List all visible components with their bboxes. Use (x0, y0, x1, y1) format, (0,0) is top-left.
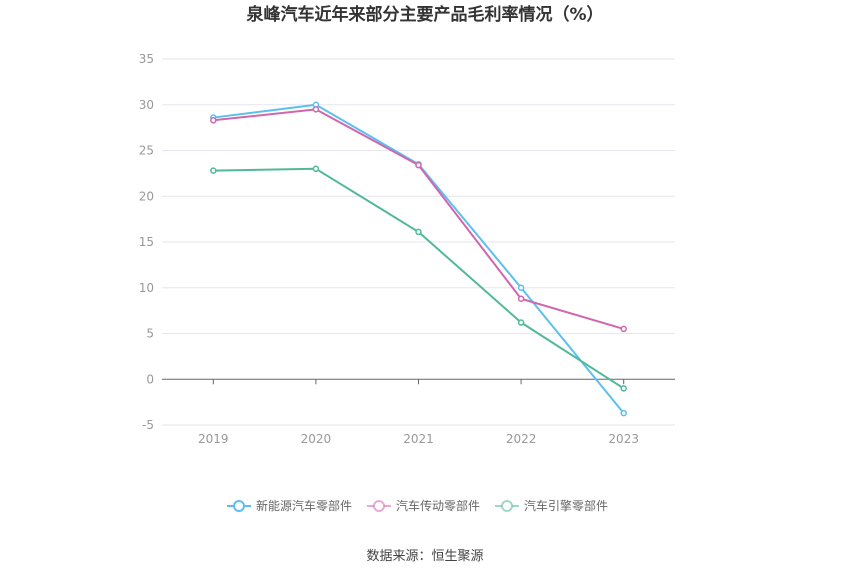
y-tick-label: 35 (139, 52, 154, 66)
y-tick-label: 30 (139, 98, 154, 112)
series-3 (210, 165, 627, 392)
legend-marker-icon (373, 500, 385, 512)
data-point[interactable] (517, 295, 525, 302)
y-axis: 35 30 25 20 15 10 5 0 -5 (139, 52, 154, 432)
legend-label: 汽车传动零部件 (396, 498, 480, 513)
legend-label: 新能源汽车零部件 (256, 498, 352, 513)
plot-area (210, 101, 627, 417)
source-note: 数据来源：恒生聚源 (366, 549, 483, 564)
series-2 (210, 106, 627, 333)
series-1 (210, 101, 627, 417)
y-tick-label: 15 (139, 235, 154, 249)
y-tick-label: 10 (139, 281, 154, 295)
y-tick-label: 20 (139, 189, 154, 203)
x-tick-label: 2022 (506, 432, 537, 446)
data-point[interactable] (312, 106, 320, 113)
x-tick-label: 2023 (608, 432, 639, 446)
legend-item-2[interactable]: 汽车传动零部件 (367, 498, 480, 513)
data-point[interactable] (620, 409, 627, 417)
data-point[interactable] (415, 161, 422, 169)
legend-label: 汽车引擎零部件 (524, 498, 608, 513)
series-line (213, 103, 625, 414)
legend-item-1[interactable]: 新能源汽车零部件 (227, 498, 352, 513)
x-axis: 2019 2020 2021 2022 2023 (198, 379, 639, 446)
x-tick-label: 2019 (198, 432, 229, 446)
legend-marker-icon (233, 500, 245, 512)
x-tick-label: 2021 (403, 432, 434, 446)
data-point[interactable] (210, 167, 217, 174)
data-point[interactable] (415, 228, 422, 236)
grid (162, 58, 675, 426)
series-line (213, 108, 624, 330)
y-tick-label: 0 (146, 372, 154, 386)
data-point[interactable] (312, 165, 320, 173)
x-tick-label: 2020 (301, 432, 332, 446)
series-line (213, 167, 625, 390)
data-point[interactable] (210, 117, 217, 124)
data-point[interactable] (517, 284, 525, 291)
data-point[interactable] (620, 385, 627, 392)
legend-item-3[interactable]: 汽车引擎零部件 (495, 498, 608, 513)
y-tick-label: -5 (142, 418, 154, 432)
legend-marker-icon (501, 500, 513, 512)
data-point[interactable] (517, 319, 525, 326)
y-tick-label: 25 (139, 144, 154, 158)
y-tick-label: 5 (146, 327, 154, 341)
legend: 新能源汽车零部件 汽车传动零部件 汽车引擎零部件 (227, 498, 608, 513)
chart-title: 泉峰汽车近年来部分主要产品毛利率情况（%） (245, 4, 603, 25)
data-point[interactable] (620, 325, 627, 333)
